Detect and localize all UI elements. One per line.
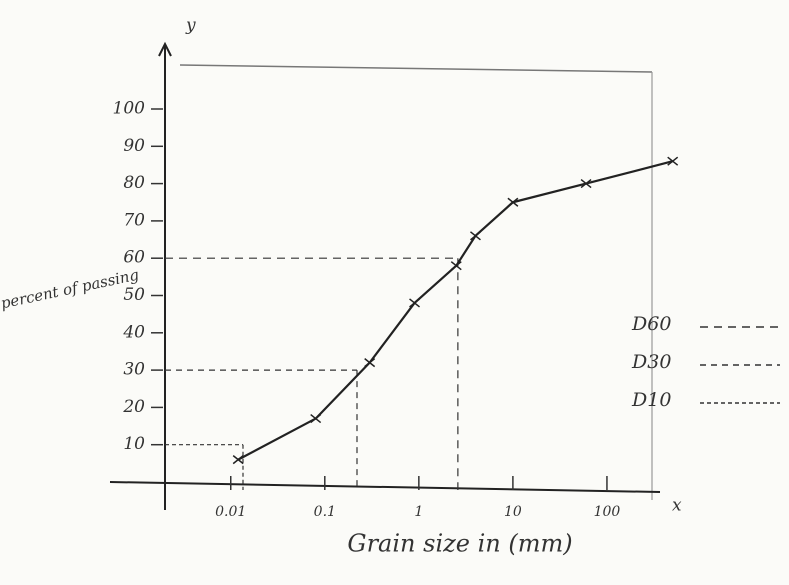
x-tick-label: 0.01 <box>215 504 246 520</box>
y-tick-label: 80 <box>123 173 145 193</box>
x-tick-label: 0.1 <box>314 504 336 520</box>
point-cross <box>409 298 421 308</box>
y-tick-label: 50 <box>123 285 145 305</box>
y-tick-label: 10 <box>123 434 145 454</box>
y-tick-label: 100 <box>113 99 146 119</box>
y-axis-label: percent of passing <box>0 266 141 313</box>
x-tick-label: 1 <box>414 504 423 520</box>
y-tick-label: 20 <box>122 397 145 417</box>
y-axis-arrow <box>158 41 172 57</box>
x-tick-label: 100 <box>594 504 621 520</box>
y-tick-label: 30 <box>123 360 145 380</box>
y-tick-label: 40 <box>122 322 145 342</box>
point-cross <box>232 455 244 465</box>
curve <box>237 160 673 461</box>
legend-label: D10 <box>631 389 671 411</box>
y-tick-label: 60 <box>123 248 145 268</box>
point-cross <box>310 414 322 424</box>
x-axis <box>109 481 661 493</box>
legend-label: D30 <box>631 351 671 373</box>
point-cross <box>450 261 462 271</box>
point-cross <box>580 179 592 189</box>
x-axis-label: Grain size in (mm) <box>347 530 572 558</box>
y-tick-label: 70 <box>123 210 145 230</box>
point-cross <box>667 156 679 166</box>
x-tick-label: 10 <box>504 504 522 520</box>
legend-label: D60 <box>631 313 671 335</box>
point-cross <box>364 358 376 368</box>
x-axis-symbol: x <box>672 496 682 516</box>
y-tick-label: 90 <box>123 136 145 156</box>
y-axis-symbol: y <box>185 16 196 36</box>
point-cross <box>470 231 481 241</box>
frame-top <box>179 64 653 73</box>
point-cross <box>507 197 519 207</box>
